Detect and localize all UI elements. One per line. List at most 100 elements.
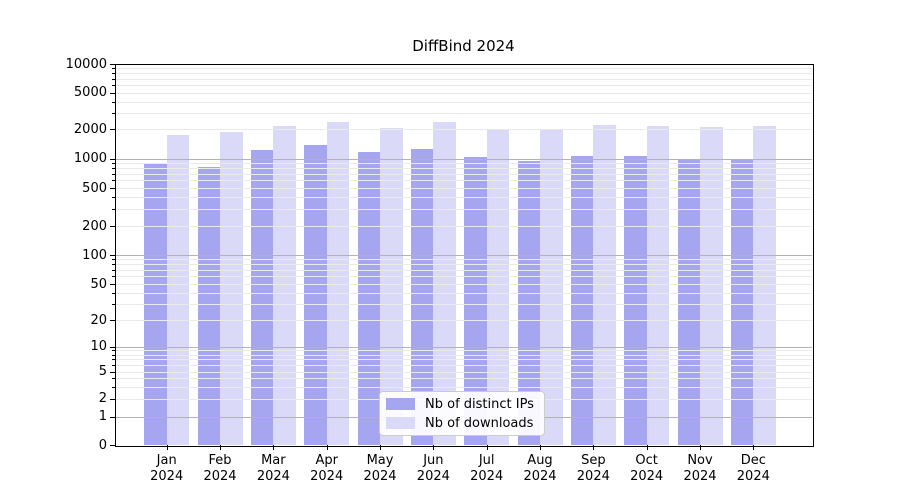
bar-downloads-apr [326, 122, 350, 445]
y-tick-mark [110, 255, 115, 256]
minor-gridline [115, 163, 812, 165]
x-tick-mark [326, 445, 328, 450]
x-tick-label: May 2024 [363, 453, 397, 484]
x-tick-label: Oct 2024 [630, 453, 664, 484]
y-tick-label: 20 [90, 312, 107, 328]
y-minor-tick-mark [112, 354, 115, 356]
y-tick-label: 2 [98, 391, 107, 406]
bar-distinct-ips-apr [304, 144, 327, 445]
legend: Nb of distinct IPs Nb of downloads [379, 391, 545, 436]
minor-gridline [115, 85, 812, 87]
y-minor-tick-mark [112, 73, 115, 75]
major-gridline [115, 346, 812, 348]
legend-label: Nb of distinct IPs [425, 396, 534, 412]
y-minor-tick-mark [112, 276, 115, 278]
x-tick-mark [700, 445, 701, 450]
y-tick-label: 200 [82, 218, 107, 234]
legend-swatch-downloads [386, 417, 415, 429]
minor-gridline [115, 264, 812, 266]
major-gridline [115, 255, 812, 256]
y-minor-tick-mark [112, 163, 115, 165]
y-minor-tick-mark [112, 101, 115, 103]
y-minor-tick-mark [112, 188, 115, 190]
bar-distinct-ips-jul [464, 156, 487, 445]
y-minor-tick-mark [112, 173, 115, 175]
chart-title: DiffBind 2024 [412, 37, 515, 55]
bar-distinct-ips-nov [677, 159, 700, 445]
x-tick-label: Jan 2024 [150, 453, 184, 484]
minor-gridline [115, 292, 812, 294]
legend-entry: Nb of distinct IPs [386, 396, 536, 412]
legend-swatch-distinct-ips [386, 398, 415, 410]
y-tick-label: 500 [82, 180, 107, 196]
minor-gridline [115, 350, 812, 352]
y-minor-tick-mark [112, 259, 115, 261]
x-tick-label: Jun 2024 [416, 453, 450, 484]
minor-gridline [115, 354, 812, 356]
minor-gridline [115, 188, 812, 190]
bar-downloads-feb [220, 132, 243, 445]
x-tick-mark [753, 445, 755, 450]
y-minor-tick-mark [112, 386, 115, 388]
y-minor-tick-mark [112, 92, 115, 94]
minor-gridline [115, 173, 812, 175]
y-minor-tick-mark [112, 85, 115, 87]
bar-distinct-ips-dec [730, 158, 754, 445]
y-minor-tick-mark [112, 292, 115, 294]
y-tick-mark [110, 64, 115, 65]
y-tick-label: 0 [98, 437, 107, 453]
bar-distinct-ips-oct [624, 155, 647, 445]
minor-gridline [115, 276, 812, 278]
bars-layer [115, 64, 812, 445]
y-minor-tick-mark [112, 371, 115, 373]
bar-distinct-ips-sep [570, 155, 594, 445]
y-minor-tick-mark [112, 113, 115, 115]
x-tick-mark [593, 445, 595, 450]
y-tick-label: 10000 [65, 56, 107, 72]
y-minor-tick-mark [112, 320, 115, 321]
minor-gridline [115, 304, 812, 306]
y-minor-tick-mark [112, 78, 115, 80]
x-tick-mark [220, 445, 222, 450]
grid-layer [115, 64, 812, 445]
minor-gridline [115, 78, 812, 80]
y-minor-tick-mark [112, 359, 115, 361]
minor-gridline [115, 129, 812, 131]
y-minor-tick-mark [112, 364, 115, 366]
bar-distinct-ips-mar [250, 149, 274, 445]
bar-distinct-ips-aug [517, 160, 540, 445]
y-tick-mark [110, 416, 115, 418]
y-minor-tick-mark [112, 209, 115, 211]
bar-distinct-ips-feb [197, 167, 221, 445]
x-tick-label: Mar 2024 [256, 453, 290, 484]
x-tick-label: Feb 2024 [203, 453, 237, 484]
x-tick-mark [540, 445, 541, 450]
x-tick-label: Apr 2024 [310, 453, 344, 484]
bar-downloads-aug [540, 129, 563, 445]
y-tick-label: 100 [82, 247, 107, 263]
minor-gridline [115, 364, 812, 366]
minor-gridline [115, 68, 812, 70]
bar-distinct-ips-jun [410, 149, 434, 445]
minor-gridline [115, 209, 812, 211]
y-minor-tick-mark [112, 129, 115, 131]
minor-gridline [115, 180, 812, 182]
y-tick-label: 50 [90, 276, 107, 292]
minor-gridline [115, 386, 812, 388]
minor-gridline [115, 101, 812, 103]
x-tick-label: Aug 2024 [523, 453, 557, 484]
minor-gridline [115, 197, 812, 199]
x-tick-mark [646, 445, 648, 450]
x-tick-label: Dec 2024 [736, 453, 770, 484]
minor-gridline [115, 359, 812, 361]
x-tick-mark [380, 445, 382, 450]
minor-gridline [115, 320, 812, 321]
minor-gridline [115, 73, 812, 75]
legend-label: Nb of downloads [425, 415, 534, 431]
bar-downloads-jul [486, 128, 510, 445]
major-gridline [115, 158, 812, 160]
minor-gridline [115, 92, 812, 94]
y-minor-tick-mark [112, 68, 115, 70]
x-tick-label: Nov 2024 [683, 453, 717, 484]
